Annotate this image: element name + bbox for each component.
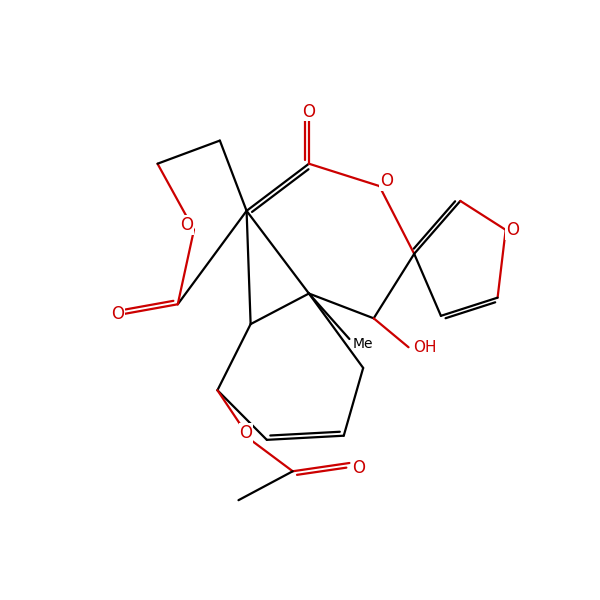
Text: O: O [181, 216, 194, 234]
Text: O: O [380, 172, 393, 190]
Text: O: O [302, 103, 316, 121]
Text: O: O [112, 305, 125, 323]
Text: O: O [239, 424, 253, 442]
Text: Me: Me [353, 337, 374, 350]
Text: OH: OH [413, 340, 436, 355]
Text: O: O [506, 221, 519, 239]
Text: O: O [352, 458, 365, 476]
